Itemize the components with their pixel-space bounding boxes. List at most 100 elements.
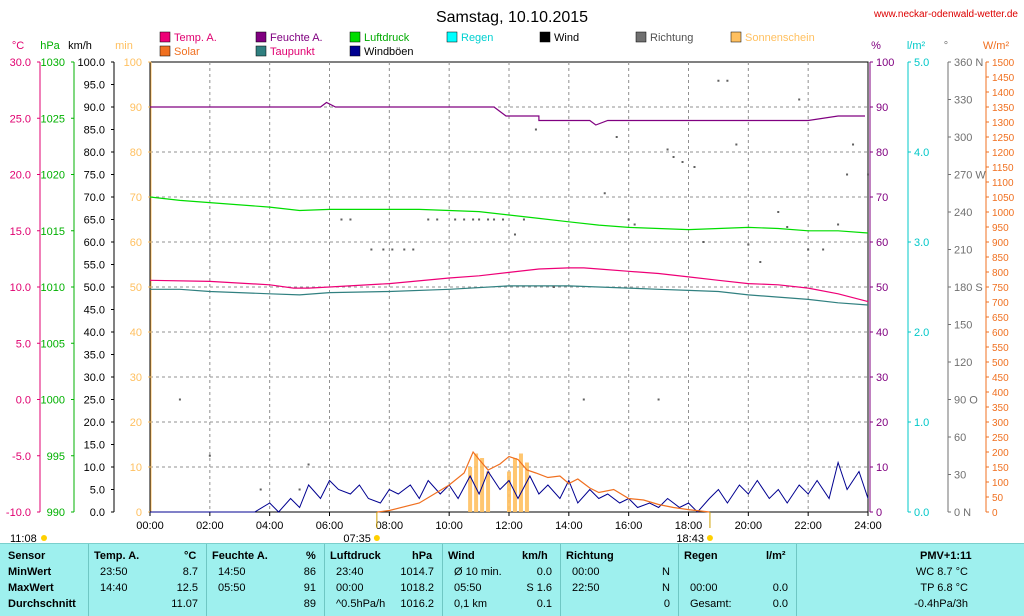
cell-wind-time: 0,1 km <box>454 598 488 610</box>
tick-label-sunshine: 30 <box>130 372 142 384</box>
direction-point <box>735 143 738 146</box>
header-temp: Temp. A. <box>94 550 140 562</box>
tick-label-direction: 150 <box>954 320 972 332</box>
direction-point <box>298 488 301 491</box>
tick-label-wind: 50.0 <box>84 282 105 294</box>
tick-label-wind: 95.0 <box>84 80 105 92</box>
direction-point <box>454 218 457 221</box>
sun-icon <box>706 535 713 541</box>
axis-unit-humidity: % <box>871 40 881 52</box>
sun-time-label: 07:35 <box>343 533 371 543</box>
header-humidity-unit: % <box>306 550 316 562</box>
cell-wind-time: Ø 10 min. <box>454 566 502 578</box>
legend-swatch <box>349 45 361 57</box>
direction-point <box>463 218 466 221</box>
direction-point <box>603 192 606 195</box>
direction-point <box>867 173 869 176</box>
tick-label-solar: 450 <box>992 373 1009 384</box>
tick-label-solar: 600 <box>992 328 1009 339</box>
direction-point <box>412 248 415 251</box>
tick-label-temp: 5.0 <box>16 338 31 350</box>
tick-label-solar: 800 <box>992 268 1009 279</box>
legend-label: Regen <box>461 32 493 44</box>
tick-label-solar: 250 <box>992 433 1009 444</box>
tick-label-direction: 360 N <box>954 57 983 69</box>
direction-point <box>807 248 810 251</box>
legend-swatch <box>635 31 647 43</box>
tick-label-wind: 65.0 <box>84 215 105 227</box>
tick-label-wind: 100.0 <box>77 57 105 69</box>
tick-label-pressure: 990 <box>47 507 65 519</box>
direction-point <box>436 218 439 221</box>
cell-dir-val: N <box>662 566 670 578</box>
tick-label-solar: 1200 <box>992 148 1015 159</box>
direction-point <box>666 148 669 151</box>
series-temp-a- <box>149 267 869 303</box>
tick-label-direction: 210 <box>954 245 972 257</box>
daylength-sun-icon <box>41 535 47 541</box>
tick-label-sunshine: 70 <box>130 192 142 204</box>
tick-label-temp: -5.0 <box>12 451 31 463</box>
direction-point <box>846 173 849 176</box>
direction-point <box>822 248 825 251</box>
series-luftdruck <box>149 196 869 234</box>
x-tick-label: 08:00 <box>376 520 404 532</box>
tick-label-wind: 55.0 <box>84 260 105 272</box>
sun-icon <box>373 535 380 541</box>
cell-dir-time: 22:50 <box>572 582 600 594</box>
tick-label-solar: 1100 <box>992 178 1014 189</box>
cell-dir-val: 0 <box>663 598 670 610</box>
tick-label-solar: 300 <box>992 418 1009 429</box>
direction-point <box>759 261 762 263</box>
tick-label-humidity: 40 <box>876 327 888 339</box>
direction-point <box>259 488 262 491</box>
tick-label-direction: 90 O <box>954 395 978 407</box>
tick-label-solar: 0 <box>992 508 998 519</box>
axis-unit-pressure: hPa <box>40 40 60 52</box>
cell-rain-time: Gesamt: <box>690 598 732 610</box>
sunshine-bar <box>480 458 485 512</box>
tick-label-wind: 20.0 <box>84 417 105 429</box>
cell-temp-val: 8.7 <box>182 566 198 578</box>
cell-dir-time: 00:00 <box>572 566 600 578</box>
tick-label-solar: 1150 <box>992 163 1014 174</box>
tick-label-humidity: 50 <box>876 282 888 294</box>
cell-hum-val: 91 <box>303 582 316 594</box>
tick-label-humidity: 10 <box>876 462 888 474</box>
tick-label-pressure: 995 <box>47 451 65 463</box>
axis-unit-temp: °C <box>12 40 24 52</box>
tick-label-solar: 200 <box>992 448 1009 459</box>
legend-swatch <box>255 45 267 57</box>
legend-swatch <box>159 31 171 43</box>
cell-press-time: 00:00 <box>336 582 364 594</box>
x-tick-label: 24:00 <box>854 520 882 532</box>
direction-point <box>777 211 780 213</box>
tick-label-sunshine: 10 <box>130 462 142 474</box>
header-rain: Regen <box>684 550 718 562</box>
x-tick-label: 18:00 <box>675 520 703 532</box>
direction-point <box>627 218 630 221</box>
header-wind-unit: km/h <box>522 550 548 562</box>
tick-label-rain: 5.0 <box>914 57 929 69</box>
tick-label-solar: 1250 <box>992 133 1015 144</box>
tick-label-sunshine: 50 <box>130 282 142 294</box>
direction-point <box>478 218 481 221</box>
tick-label-temp: 20.0 <box>10 170 31 182</box>
axis-unit-wind: km/h <box>68 40 92 52</box>
direction-point <box>370 248 373 251</box>
tick-label-pressure: 1030 <box>41 57 65 69</box>
legend-label: Sonnenschein <box>745 32 815 44</box>
summary-table: Sensor Temp. A. °C Feuchte A. % Luftdruc… <box>0 543 1024 616</box>
series-solar <box>377 450 710 513</box>
tick-label-humidity: 30 <box>876 372 888 384</box>
tick-label-pressure: 1010 <box>41 282 65 294</box>
tick-label-temp: -10.0 <box>6 507 31 519</box>
tick-label-rain: 2.0 <box>914 327 929 339</box>
tick-label-pressure: 1025 <box>41 113 65 125</box>
weather-chart: Samstag, 10.10.2015 www.neckar-odenwald-w… <box>6 9 1019 543</box>
tick-label-solar: 150 <box>992 463 1009 474</box>
tick-label-temp: 15.0 <box>10 226 31 238</box>
chart-title: Samstag, 10.10.2015 <box>436 9 588 26</box>
tick-label-direction: 180 S <box>954 282 983 294</box>
legend-label: Luftdruck <box>364 32 410 44</box>
